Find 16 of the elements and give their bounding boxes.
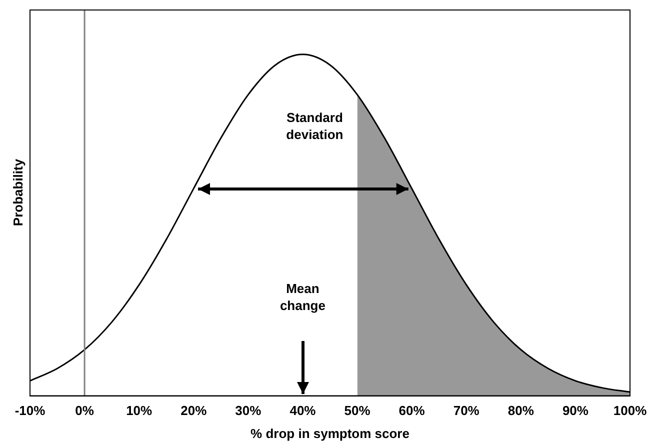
x-tick-label: -10% xyxy=(14,403,46,418)
x-tick-label: 20% xyxy=(180,403,208,418)
y-axis-title: Probability xyxy=(10,158,26,228)
x-tick-label: 30% xyxy=(235,403,262,418)
x-tick-label: 10% xyxy=(126,403,153,418)
x-axis-title: % drop in symptom score xyxy=(250,426,410,441)
x-tick-label: 40% xyxy=(290,403,316,418)
x-tick-label: 80% xyxy=(508,403,534,418)
x-tick-label: 70% xyxy=(453,403,480,418)
annotation: Mean change xyxy=(278,280,326,314)
x-tick-label: 90% xyxy=(562,403,589,418)
x-tick-label: 0% xyxy=(75,403,94,418)
x-tick-label: 60% xyxy=(398,403,426,418)
x-tick-label: 100% xyxy=(613,403,648,418)
annotation: Standard deviation xyxy=(285,108,344,143)
x-tick-label: 50% xyxy=(344,403,371,418)
